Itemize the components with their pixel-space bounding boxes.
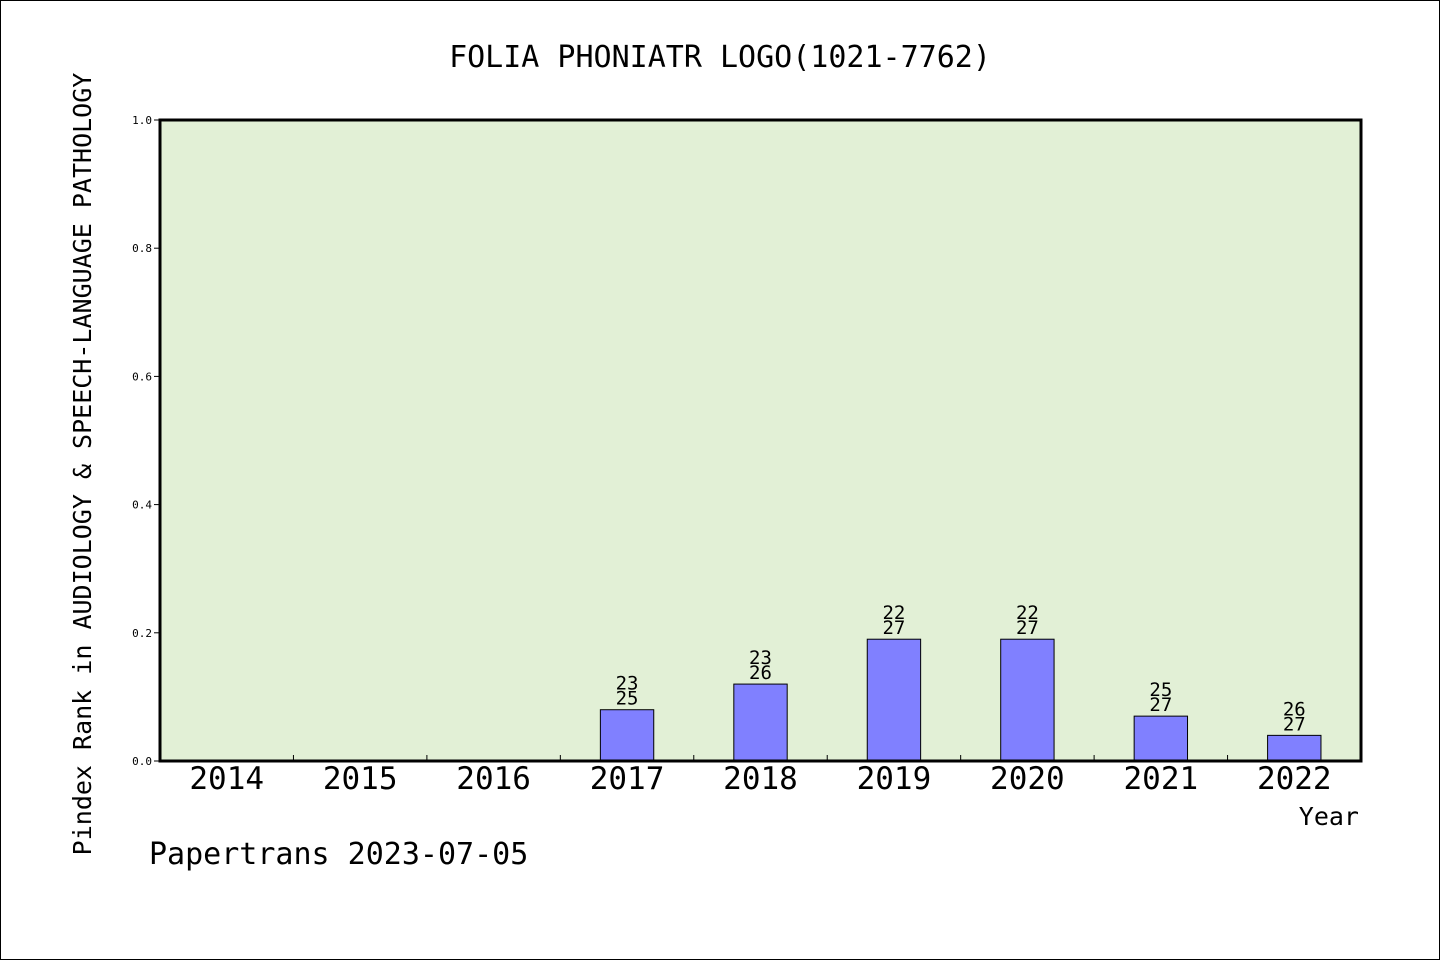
y-tick-label: 0.0 xyxy=(132,755,152,768)
x-tick-label: 2017 xyxy=(590,761,665,797)
y-tick-label: 0.6 xyxy=(132,370,152,383)
y-tick-label: 0.8 xyxy=(132,242,152,255)
bar xyxy=(866,638,922,762)
bar xyxy=(599,709,655,762)
plot-border xyxy=(158,118,1363,763)
bar xyxy=(1267,734,1322,762)
bar-label-rank: 22 xyxy=(882,602,905,624)
x-tick-label: 2016 xyxy=(456,761,531,797)
x-tick-label: 2015 xyxy=(323,761,398,797)
y-tick-label: 0.4 xyxy=(132,499,152,512)
y-tick-label: 1.0 xyxy=(132,114,152,127)
bar-label-total: 27 xyxy=(1016,617,1039,639)
y-axis-label: Pindex Rank in AUDIOLOGY & SPEECH-LANGUA… xyxy=(68,73,97,856)
bar-label-rank: 26 xyxy=(1283,698,1306,720)
plot-area xyxy=(160,120,1361,761)
bar-label-total: 25 xyxy=(616,688,639,710)
x-axis-label: Year xyxy=(1299,802,1359,831)
chart-title: FOLIA PHONIATR LOGO(1021-7762) xyxy=(449,40,991,75)
bar-label-total: 27 xyxy=(882,617,905,639)
bar-label-rank: 23 xyxy=(616,673,639,695)
bar xyxy=(733,683,788,762)
x-tick-label: 2022 xyxy=(1257,761,1332,797)
footer-credit: Papertrans 2023-07-05 xyxy=(149,837,528,872)
x-tick-label: 2018 xyxy=(723,761,798,797)
bar-label-total: 27 xyxy=(1283,713,1306,735)
x-tick-label: 2014 xyxy=(189,761,264,797)
y-tick-label: 0.2 xyxy=(132,627,152,640)
bar-label-rank: 23 xyxy=(749,647,772,669)
x-tick-label: 2021 xyxy=(1124,761,1199,797)
x-tick-label: 2019 xyxy=(857,761,932,797)
bar-label-rank: 25 xyxy=(1149,679,1172,701)
bar xyxy=(1000,638,1055,762)
bar-label-rank: 22 xyxy=(1016,602,1039,624)
x-tick-label: 2020 xyxy=(990,761,1065,797)
bar-label-total: 27 xyxy=(1149,694,1172,716)
bar-label-total: 26 xyxy=(749,662,772,684)
bar xyxy=(1133,715,1189,762)
